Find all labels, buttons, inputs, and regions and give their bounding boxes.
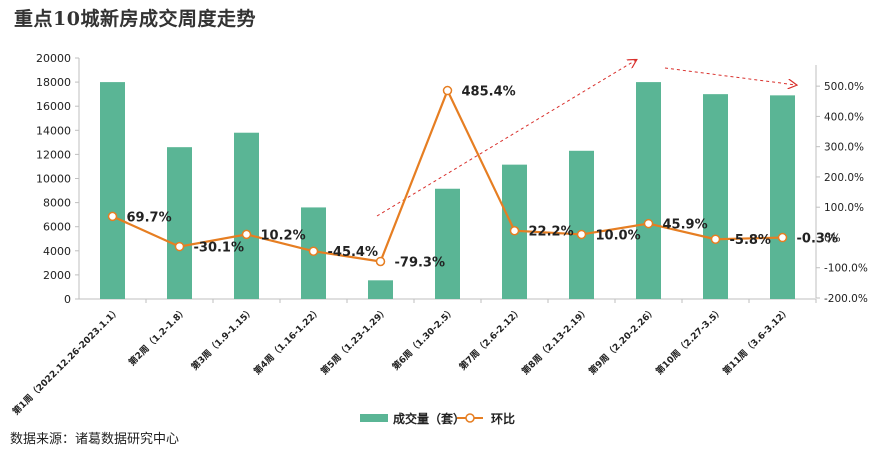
data-label: 22.2% (529, 225, 574, 240)
x-tick-label: 第3周（1.9-1.15） (189, 305, 257, 373)
y-right-tick-label: -200.0% (824, 293, 868, 305)
y-left-tick-label: 12000 (36, 148, 71, 161)
bar (703, 94, 728, 300)
y-right-tick-label: -100.0% (824, 263, 868, 275)
y-left-tick-label: 16000 (36, 100, 71, 113)
y-right-tick-label: 100.0% (824, 202, 864, 214)
chart-title: 重点10城新房成交周度走势 (14, 8, 256, 30)
trend-arrow-down (664, 67, 796, 85)
line-point (509, 225, 520, 236)
legend-swatch-bar (360, 414, 388, 422)
data-label: -0.3% (797, 232, 838, 247)
data-label: -79.3% (395, 255, 446, 270)
line-point (777, 232, 788, 243)
trend-arrow-up (376, 60, 636, 217)
y-right-tick-label: 200.0% (824, 172, 864, 184)
x-tick-label: 第8周（2.13-2.19） (519, 305, 591, 377)
line-point (576, 229, 587, 240)
bar (636, 82, 661, 299)
x-tick-label: 第4周（1.16-1.22） (251, 305, 323, 377)
line-point (241, 229, 252, 240)
x-tick-label: 第9周（2.20-2.26） (586, 305, 658, 377)
y-left-tick-label: 4000 (43, 245, 71, 258)
source-note: 数据来源：诸葛数据研究中心 (10, 432, 180, 447)
x-tick-label: 第7周（2.6-2.12） (457, 305, 525, 373)
bar (569, 150, 594, 299)
y-right-tick-label: 500.0% (824, 81, 864, 93)
bar (368, 280, 393, 299)
legend-label-line: 环比 (491, 411, 515, 426)
bar (234, 132, 259, 299)
bars-layer (100, 82, 795, 300)
y-left-tick-label: 8000 (43, 197, 71, 210)
line-point (308, 246, 319, 256)
y-right-tick-label: 0% (824, 232, 841, 244)
y-left-tick-label: 0 (64, 293, 71, 306)
y-right-tick-label: 300.0% (824, 142, 864, 154)
line-point (710, 234, 721, 244)
data-label: -45.4% (328, 245, 379, 260)
line-point (174, 241, 185, 252)
bar (435, 188, 460, 299)
legend: 成交量（套） 环比 (360, 411, 515, 426)
legend-swatch-marker (465, 413, 475, 423)
x-tick-label: 第6周（1.30-2.5） (390, 305, 458, 373)
data-label: 10.0% (596, 228, 641, 243)
data-label: -5.8% (730, 233, 771, 248)
y-left-tick-label: 14000 (36, 124, 71, 137)
y-left-tick-label: 10000 (36, 173, 71, 186)
line-point (442, 85, 453, 96)
x-tick-label: 第5周（1.23-1.29） (318, 305, 390, 377)
data-label: 69.7% (127, 210, 172, 225)
x-tick-label: 第1周（2022.12.26-2023.1.1） (10, 305, 123, 418)
trend-arrows (376, 60, 796, 217)
legend-label-bar: 成交量（套） (393, 411, 465, 426)
line-point (107, 211, 118, 222)
data-label: 45.9% (663, 218, 708, 233)
data-label: 10.2% (261, 228, 306, 243)
bar (770, 95, 795, 299)
y-left-tick-label: 2000 (43, 269, 71, 282)
x-tick-label: 第11周（3.6-3.12） (720, 305, 792, 377)
x-tick-label: 第10周（2.27-3.5） (653, 305, 725, 377)
bar (100, 82, 125, 299)
y-right-tick-label: 400.0% (824, 111, 864, 123)
data-label: 485.4% (462, 85, 516, 100)
y-left-tick-label: 18000 (36, 76, 71, 89)
line-point (643, 218, 654, 229)
y-left-tick-label: 6000 (43, 221, 71, 234)
line-point (375, 256, 386, 267)
x-tick-label: 第2周（1.2-1.8） (126, 305, 190, 369)
line-layer: 69.7% -30.1% 10.2% -45.4% -79.3% 485.4% 22.2% 1… (107, 85, 838, 270)
y-left-tick-label: 20000 (36, 52, 71, 65)
data-label: -30.1% (194, 241, 245, 256)
bar (167, 147, 192, 299)
